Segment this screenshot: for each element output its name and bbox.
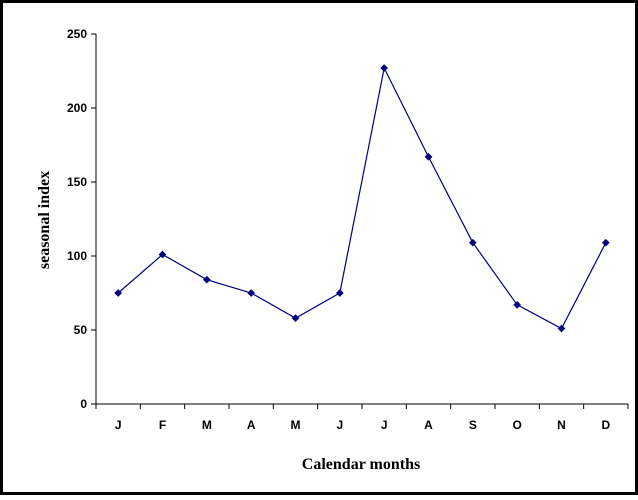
data-point	[513, 300, 522, 309]
y-tick-label: 100	[67, 249, 87, 263]
x-tick-label: M	[291, 418, 301, 432]
x-axis-title: Calendar months	[302, 456, 420, 473]
data-point	[335, 289, 344, 297]
y-axis: 0 50 100 150 200 250	[67, 27, 97, 411]
x-tick-label: J	[115, 418, 122, 432]
series-line	[117, 66, 607, 330]
y-tick-label: 250	[67, 27, 87, 41]
x-tick-label: J	[381, 418, 388, 432]
x-tick-label: M	[202, 418, 212, 432]
data-point	[114, 289, 123, 297]
y-tick-label: 0	[80, 397, 87, 411]
x-tick-label: F	[159, 418, 166, 432]
x-tick-label: S	[469, 418, 477, 432]
data-point	[424, 152, 433, 161]
x-tick-label: A	[247, 418, 256, 432]
data-point	[557, 324, 566, 333]
data-point	[468, 238, 477, 247]
x-tick-label: A	[424, 418, 433, 432]
y-axis-title: seasonal index	[36, 171, 53, 269]
data-point	[601, 238, 610, 247]
y-tick-label: 150	[67, 175, 87, 189]
data-point	[380, 64, 389, 72]
y-tick-label: 200	[67, 101, 87, 115]
data-point	[247, 289, 256, 297]
series-group	[114, 64, 610, 333]
x-tick-label: O	[512, 418, 521, 432]
x-tick-label: N	[557, 418, 566, 432]
y-tick-label: 50	[74, 323, 88, 337]
x-tick-label: D	[601, 418, 610, 432]
data-point	[291, 314, 300, 323]
x-tick-label: J	[336, 418, 343, 432]
data-point	[202, 275, 211, 284]
data-point	[158, 250, 167, 259]
